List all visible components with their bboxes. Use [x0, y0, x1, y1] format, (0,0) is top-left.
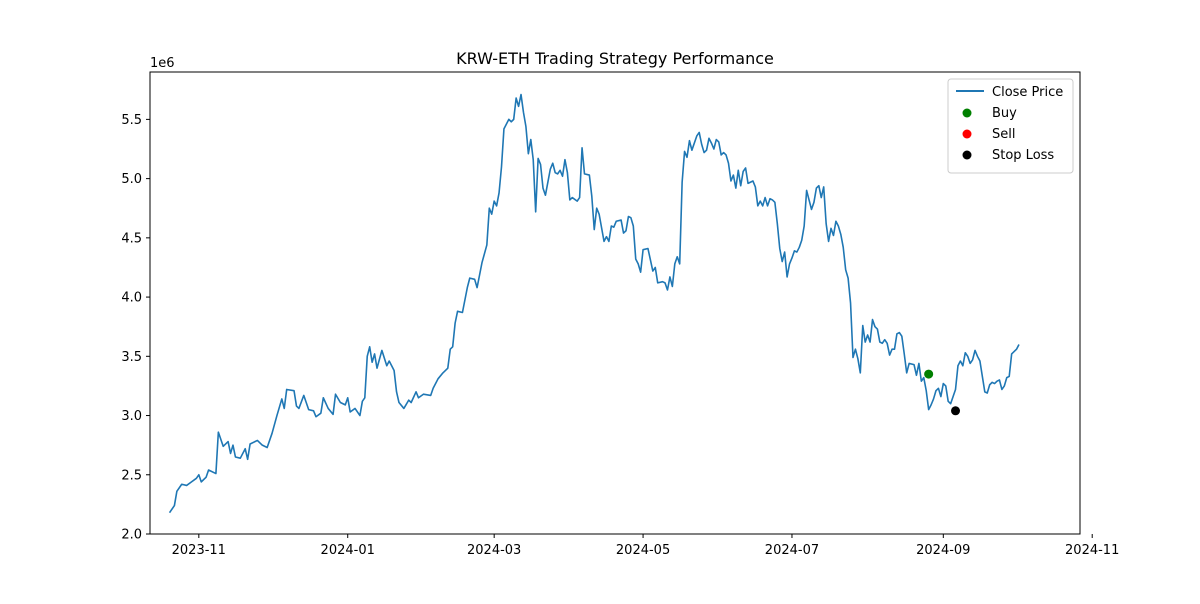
y-tick-label: 3.5 — [121, 350, 142, 365]
series-line-close-price — [168, 93, 1020, 514]
y-tick-label: 5.0 — [121, 172, 142, 187]
y-tick-label: 5.5 — [121, 113, 142, 128]
x-tick-label: 2024-03 — [467, 543, 521, 558]
legend-swatch-marker — [962, 150, 972, 160]
plot-area — [168, 93, 1020, 514]
legend-swatch-marker — [962, 108, 972, 118]
marker-buy-0 — [924, 369, 934, 379]
y-tick-label: 3.0 — [121, 409, 142, 424]
x-tick-label: 2024-01 — [321, 543, 375, 558]
x-tick-label: 2024-11 — [1065, 543, 1119, 558]
x-tick-label: 2024-07 — [765, 543, 819, 558]
y-tick-label: 2.5 — [121, 468, 142, 483]
legend-box — [947, 78, 1074, 174]
axes: 2023-11 2024-01 2024-03 2024-05 2024-07 2024-… — [121, 71, 1119, 558]
x-tick-label: 2023-11 — [172, 543, 226, 558]
marker-stop-loss-0 — [951, 406, 961, 416]
legend-label: Close Price — [992, 85, 1063, 100]
plot-frame — [149, 71, 1081, 535]
legend-label: Sell — [992, 127, 1015, 142]
x-tick-label: 2024-09 — [916, 543, 970, 558]
y-tick-label: 4.0 — [121, 291, 142, 306]
y-tick-label: 2.0 — [121, 528, 142, 543]
chart-title: KRW-ETH Trading Strategy Performance — [456, 49, 774, 68]
x-tick-label: 2024-05 — [616, 543, 670, 558]
legend-swatch-marker — [962, 129, 972, 139]
y-tick-label: 4.5 — [121, 231, 142, 246]
legend: Close Price Buy Sell Stop Loss — [947, 78, 1074, 174]
legend-label: Stop Loss — [992, 148, 1054, 163]
y-offset-label: 1e6 — [150, 56, 175, 71]
legend-label: Buy — [992, 106, 1017, 121]
